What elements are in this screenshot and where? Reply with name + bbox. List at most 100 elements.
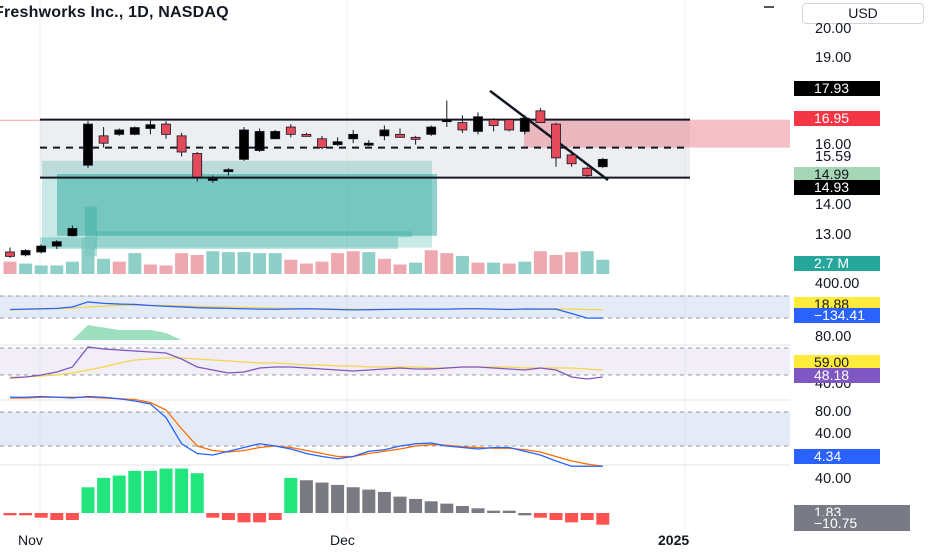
volume-bar — [50, 265, 64, 274]
volume-bar — [471, 262, 485, 274]
cci-band — [0, 296, 790, 318]
candle-body — [129, 127, 140, 135]
histogram-bar — [3, 513, 17, 516]
price-badge: 16.95 — [794, 111, 880, 126]
rsi-overbought-fill — [72, 325, 182, 340]
histogram-bar — [175, 468, 189, 513]
candle-body — [582, 167, 593, 176]
chart-header: Freshworks Inc., 1D, NASDAQ — [0, 0, 229, 26]
candle-body — [239, 129, 249, 160]
price-axis-label: 80.00 — [815, 404, 852, 420]
histogram-bar — [237, 513, 251, 523]
histogram-bar — [346, 487, 360, 513]
histogram-bar — [518, 513, 532, 516]
histogram-bar — [190, 473, 204, 513]
histogram-bar — [362, 489, 376, 513]
histogram-bar — [424, 501, 438, 513]
indicator-panes — [3, 301, 610, 525]
volume-bar — [206, 251, 220, 274]
candle-body — [332, 141, 343, 146]
histogram-bar — [471, 508, 485, 513]
candle-body — [348, 133, 359, 140]
volume-bar — [549, 255, 563, 274]
volume-bar — [268, 253, 282, 274]
volume-bar — [580, 251, 594, 274]
stoch-k-line — [10, 395, 603, 467]
price-axis-label: 80.00 — [815, 329, 852, 345]
candle-body — [363, 142, 374, 146]
price-axis-label: 14.00 — [815, 197, 852, 213]
trend-line — [489, 89, 609, 181]
candle-body — [161, 123, 171, 135]
price-badge: 2.7 M — [794, 256, 880, 271]
rsi-band — [0, 348, 790, 375]
candle-body — [176, 135, 187, 153]
candle-body — [410, 136, 421, 140]
price-axis-label: 13.00 — [815, 227, 852, 243]
volume-bar — [487, 262, 501, 274]
volume-bar — [424, 250, 438, 274]
volume-bar — [284, 259, 298, 274]
price-axis-label: 400.00 — [815, 276, 860, 292]
histogram-bar — [502, 510, 516, 513]
volume-bar — [128, 253, 142, 274]
volume-bar — [190, 255, 204, 274]
volume-bar — [596, 259, 610, 274]
candle-body — [20, 250, 31, 256]
histogram-bar — [315, 482, 329, 513]
candle-body — [379, 129, 390, 137]
histogram-bar — [565, 513, 579, 523]
volume-bar — [19, 263, 33, 274]
volume-bar — [331, 253, 345, 274]
histogram-bar — [284, 477, 298, 513]
price-pane — [0, 89, 790, 274]
volume-bar — [65, 261, 79, 274]
histogram-bar — [549, 513, 563, 521]
rsi-line — [9, 346, 603, 380]
price-badge: −134.41 — [794, 308, 880, 323]
volume-profile-block — [57, 174, 437, 236]
histogram-bar — [409, 498, 423, 513]
candle-body — [535, 110, 546, 124]
volume-bar — [440, 253, 454, 274]
histogram-bar — [393, 496, 407, 513]
histogram-bar — [533, 513, 547, 518]
candle-body — [426, 126, 437, 135]
volume-bar — [81, 237, 95, 274]
short-risk-zone — [524, 119, 790, 148]
time-axis-dec: Dec — [330, 532, 355, 548]
histogram-bar — [159, 468, 173, 513]
volume-bar — [393, 264, 407, 274]
stoch-band — [0, 412, 790, 446]
volume-bar — [143, 264, 157, 274]
menu-icon[interactable] — [764, 6, 774, 8]
rsi-signal-line — [10, 357, 603, 378]
candle-body — [301, 133, 312, 137]
volume-bar — [221, 252, 235, 274]
price-badge: 14.93 — [794, 180, 880, 195]
volume-bar — [533, 251, 547, 274]
volume-bar — [502, 263, 516, 274]
histogram-bar — [221, 513, 235, 521]
volume-bar — [565, 252, 579, 274]
histogram-bar — [253, 513, 267, 523]
volume-profile-bar — [96, 231, 412, 238]
histogram-bar — [112, 475, 126, 513]
volume-bar — [518, 261, 532, 274]
time-axis-year: 2025 — [658, 532, 690, 548]
candle-body — [145, 124, 156, 129]
price-badge: −10.75 — [794, 516, 910, 531]
candle-body — [36, 245, 47, 253]
histogram-bar — [268, 513, 282, 521]
currency-button[interactable]: USD — [802, 3, 924, 24]
candle-body — [114, 129, 125, 135]
candle-body — [223, 169, 234, 173]
price-axis-label: 40.00 — [815, 426, 852, 442]
symbol-title[interactable]: Freshworks Inc., 1D, NASDAQ — [0, 4, 229, 21]
candle-body — [207, 178, 218, 181]
price-badge: 48.18 — [794, 368, 880, 383]
volume-bar — [409, 262, 423, 274]
candle-body — [5, 251, 15, 257]
